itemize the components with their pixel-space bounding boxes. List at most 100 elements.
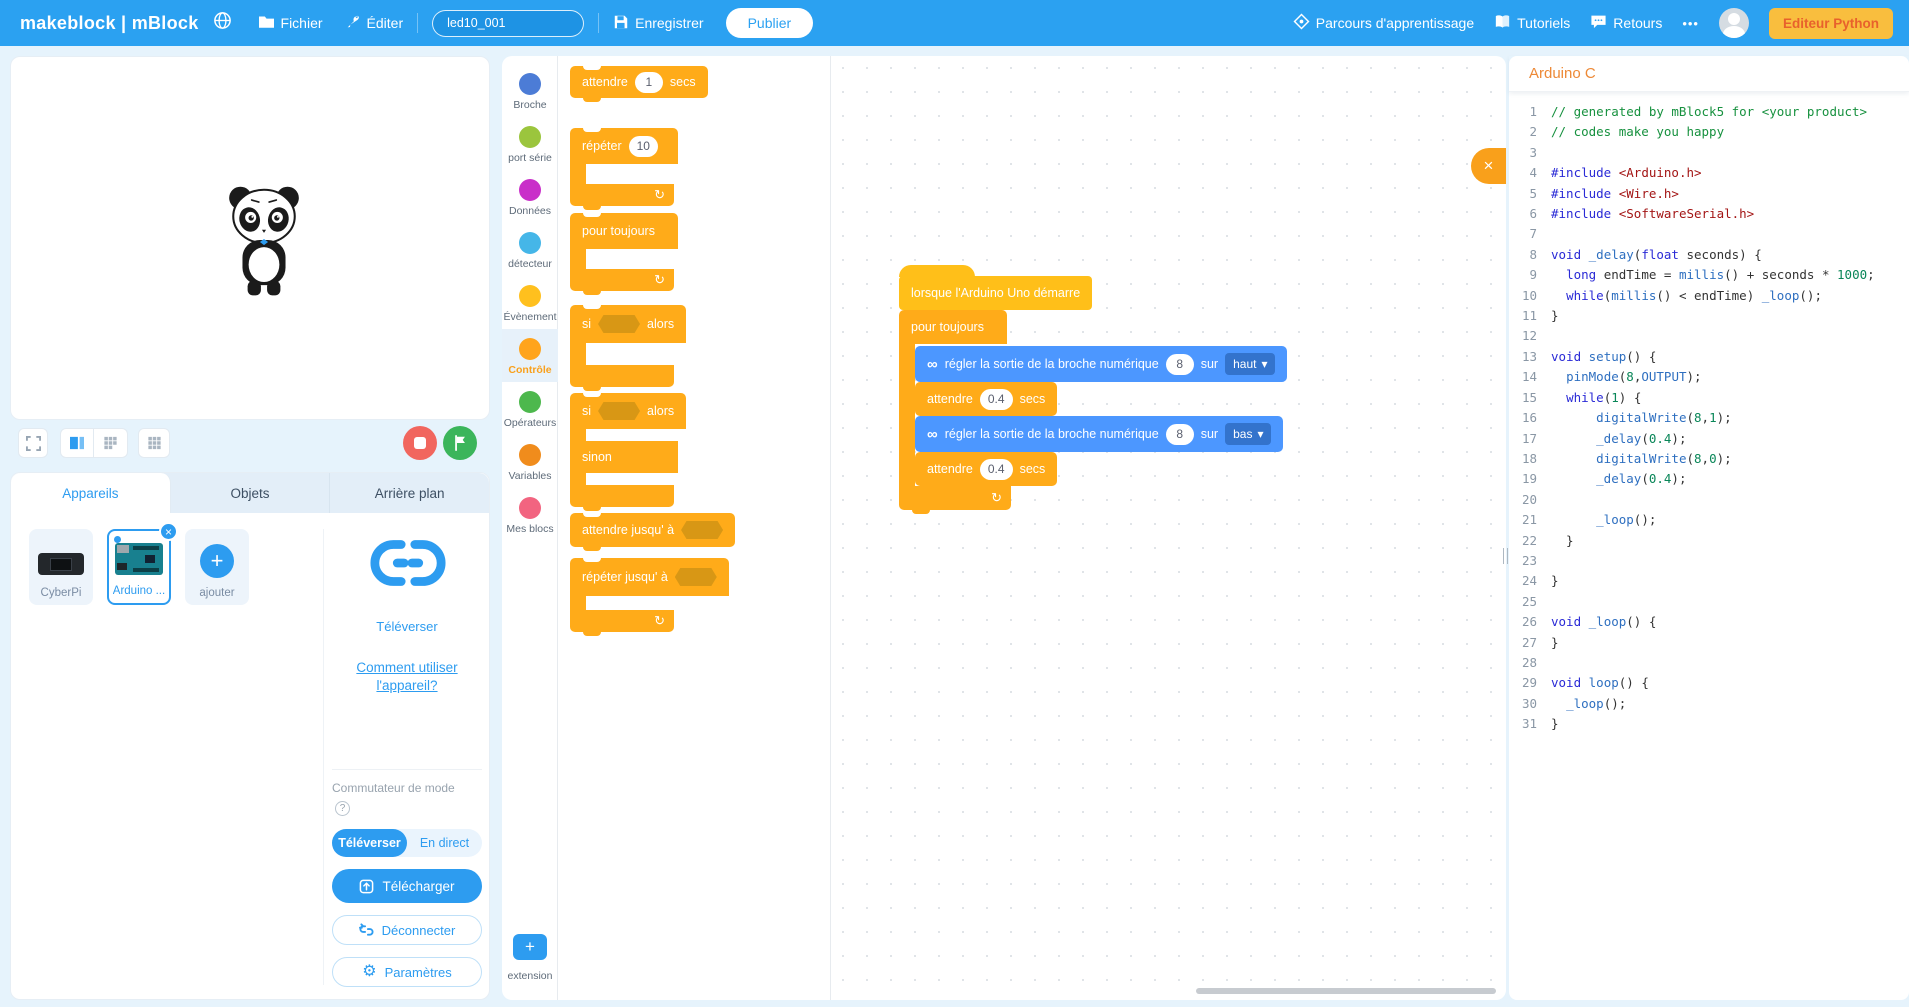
- edit-menu[interactable]: Éditer: [345, 14, 403, 33]
- download-button[interactable]: Télécharger: [332, 869, 482, 903]
- category-item-8[interactable]: Mes blocs: [502, 488, 558, 541]
- chat-icon: [1590, 14, 1607, 32]
- code-line: 12: [1521, 328, 1537, 344]
- device-card-arduino[interactable]: × Arduino ...: [107, 522, 178, 605]
- layout-grid-button[interactable]: [138, 428, 170, 458]
- number-input[interactable]: 10: [628, 135, 658, 157]
- disconnect-button[interactable]: Déconnecter: [332, 915, 482, 945]
- category-item-6[interactable]: Opérateurs: [502, 382, 558, 435]
- gear-icon: ⚙: [362, 963, 377, 980]
- learning-path-menu[interactable]: Parcours d'apprentissage: [1293, 13, 1474, 33]
- tab-sprites[interactable]: Objets: [171, 473, 331, 513]
- block-category-column: Broche port série Données détecteur Évènemen…: [502, 56, 558, 1000]
- split-view-button[interactable]: [60, 428, 94, 458]
- publish-button[interactable]: Publier: [725, 8, 814, 38]
- category-color-dot: [519, 338, 541, 360]
- mode-toggle-upload[interactable]: Téléverser: [332, 829, 407, 857]
- palette-block-wait[interactable]: attendre 1 secs: [570, 66, 708, 102]
- tab-devices[interactable]: Appareils: [11, 473, 171, 513]
- category-item-1[interactable]: port série: [502, 117, 558, 170]
- category-item-2[interactable]: Données: [502, 170, 558, 223]
- code-line: 23: [1521, 552, 1537, 568]
- code-line: 20: [1521, 491, 1537, 507]
- script-hat-block[interactable]: lorsque l'Arduino Uno démarre: [899, 265, 1093, 314]
- divider: [332, 769, 482, 770]
- book-icon: [1494, 14, 1511, 32]
- arduino-icon: ∞: [927, 425, 938, 443]
- category-item-5[interactable]: Contrôle: [502, 329, 558, 382]
- palette-block-wait-until[interactable]: attendre jusqu' à: [570, 513, 736, 551]
- add-device-button[interactable]: + ajouter: [185, 529, 249, 605]
- language-globe-icon[interactable]: [213, 11, 232, 35]
- code-line: 17 _delay(0.4);: [1521, 430, 1687, 446]
- number-input[interactable]: 1: [634, 71, 663, 93]
- close-code-panel-button[interactable]: ×: [1471, 148, 1506, 184]
- seconds-input[interactable]: 0.4: [979, 458, 1013, 480]
- stop-button[interactable]: [403, 426, 437, 460]
- seconds-input[interactable]: 0.4: [979, 388, 1013, 410]
- user-avatar[interactable]: [1718, 8, 1749, 38]
- feedback-menu[interactable]: Retours: [1590, 14, 1662, 32]
- divider: [417, 13, 419, 33]
- tab-background[interactable]: Arrière plan: [374, 485, 445, 501]
- condition-slot[interactable]: [681, 521, 724, 539]
- code-line: 21 _loop();: [1521, 512, 1657, 528]
- green-flag-button[interactable]: [443, 426, 477, 460]
- tutorials-menu[interactable]: Tutoriels: [1494, 14, 1570, 32]
- wrench-icon: [345, 14, 361, 33]
- stage-area: [10, 56, 490, 420]
- category-label: Variables: [508, 470, 552, 482]
- category-color-dot: [519, 285, 541, 307]
- extension-label: extension: [507, 970, 553, 982]
- script-block-set-pin-low[interactable]: ∞ régler la sortie de la broche numériqu…: [915, 416, 1284, 456]
- script-canvas[interactable]: lorsque l'Arduino Uno démarre pour toujo…: [831, 56, 1506, 1000]
- script-block-wait-1[interactable]: attendre 0.4 secs: [915, 382, 1058, 420]
- code-lines[interactable]: 1// generated by mBlock5 for <your produ…: [1509, 92, 1909, 735]
- category-item-7[interactable]: Variables: [502, 435, 558, 488]
- category-item-0[interactable]: Broche: [502, 64, 558, 117]
- script-block-wait-2[interactable]: attendre 0.4 secs: [915, 452, 1058, 490]
- mode-toggle-live[interactable]: En direct: [419, 836, 470, 850]
- save-icon: [613, 14, 629, 33]
- folder-icon: [258, 14, 275, 32]
- remove-device-icon[interactable]: ×: [159, 522, 178, 541]
- pin-level-dropdown[interactable]: haut ▾: [1225, 353, 1276, 375]
- category-color-dot: [519, 391, 541, 413]
- horizontal-scrollbar[interactable]: [1196, 988, 1496, 994]
- device-help-link[interactable]: Comment utiliser l'appareil?: [356, 660, 458, 693]
- save-button[interactable]: Enregistrer: [613, 14, 704, 33]
- pin-level-dropdown[interactable]: bas ▾: [1225, 423, 1272, 445]
- device-card-cyberpi[interactable]: CyberPi: [29, 529, 93, 605]
- mode-toggle: Téléverser En direct: [332, 829, 482, 857]
- pin-input[interactable]: 8: [1165, 423, 1194, 445]
- project-name-input[interactable]: [432, 9, 585, 37]
- category-item-4[interactable]: Évènement: [502, 276, 558, 329]
- category-item-3[interactable]: détecteur: [502, 223, 558, 276]
- panda-sprite[interactable]: [223, 181, 305, 299]
- code-line: 13 void setup() {: [1521, 348, 1657, 364]
- grid-view-button[interactable]: [94, 428, 128, 458]
- script-forever-block[interactable]: pour toujours: [899, 310, 1007, 344]
- code-line: 14 pinMode(8,OUTPUT);: [1521, 369, 1702, 385]
- python-editor-button[interactable]: Editeur Python: [1768, 7, 1893, 39]
- add-extension-button[interactable]: +: [513, 934, 547, 960]
- upload-box-icon: [360, 879, 374, 893]
- more-menu[interactable]: •••: [1682, 15, 1699, 31]
- file-menu[interactable]: Fichier: [258, 14, 323, 32]
- help-icon[interactable]: ?: [335, 801, 350, 816]
- condition-slot[interactable]: [674, 568, 717, 586]
- category-list: Broche port série Données détecteur Évènemen…: [502, 56, 558, 541]
- condition-slot[interactable]: [598, 315, 641, 333]
- stage-controls: [10, 426, 490, 460]
- loop-arrow-icon: ↻: [654, 187, 665, 202]
- category-color-dot: [519, 179, 541, 201]
- panel-resize-handle[interactable]: [1503, 548, 1508, 564]
- pin-input[interactable]: 8: [1165, 353, 1194, 375]
- category-color-dot: [519, 232, 541, 254]
- settings-button[interactable]: ⚙ Paramètres: [332, 957, 482, 987]
- condition-slot[interactable]: [598, 402, 641, 420]
- script-forever-foot[interactable]: ↻: [899, 486, 1011, 514]
- fullscreen-button[interactable]: [18, 428, 48, 458]
- category-label: Opérateurs: [503, 417, 557, 429]
- script-block-set-pin-high[interactable]: ∞ régler la sortie de la broche numériqu…: [915, 346, 1288, 386]
